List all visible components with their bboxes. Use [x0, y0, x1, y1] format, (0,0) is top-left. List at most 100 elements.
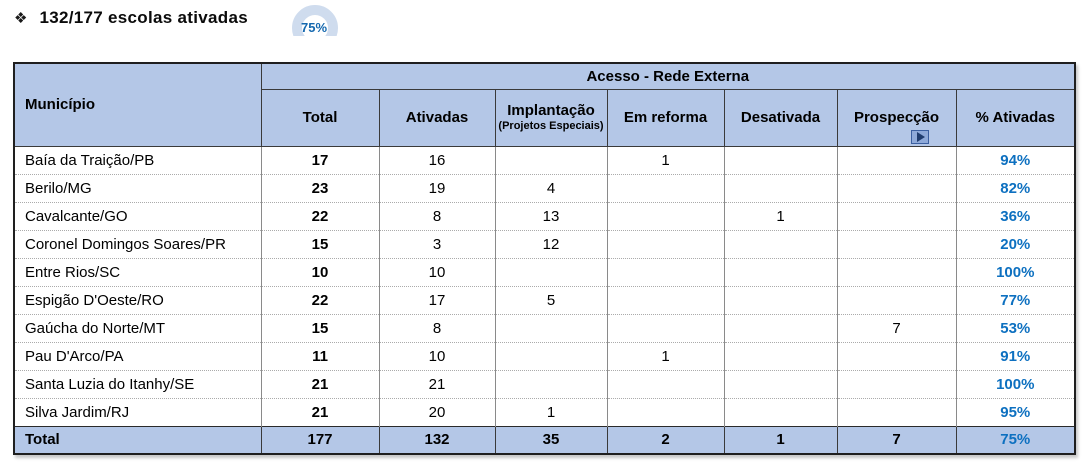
cell-prospeccao — [836, 341, 957, 371]
col-header-total: Total — [260, 88, 380, 147]
cell-ativadas: 132 — [378, 425, 496, 454]
cell-ativadas: 21 — [378, 369, 496, 399]
col-header-implantacao: Implantação (Projetos Especiais) — [494, 88, 608, 147]
table-row: Berilo/MG 23 19 4 82% — [13, 173, 1076, 203]
cell-em-reforma: 2 — [606, 425, 725, 454]
cell-pct-ativadas: 53% — [955, 313, 1076, 343]
cell-pct-ativadas: 20% — [955, 229, 1076, 259]
cell-em-reforma — [606, 313, 725, 343]
cell-pct-ativadas: 100% — [955, 369, 1076, 399]
cell-total: 23 — [260, 173, 380, 203]
cell-em-reforma — [606, 369, 725, 399]
col-header-desativada: Desativada — [723, 88, 838, 147]
table-total-row: Total 177 132 35 2 1 7 75% — [13, 425, 1076, 454]
cell-municipio: Gaúcha do Norte/MT — [13, 313, 262, 343]
cell-prospeccao: 7 — [836, 313, 957, 343]
cell-total: 22 — [260, 201, 380, 231]
cell-desativada — [723, 397, 838, 427]
cell-pct-ativadas: 82% — [955, 173, 1076, 203]
cell-total: 10 — [260, 257, 380, 287]
cell-municipio: Espigão D'Oeste/RO — [13, 285, 262, 315]
cell-implantacao: 35 — [494, 425, 608, 454]
cell-pct-ativadas: 94% — [955, 145, 1076, 175]
cell-em-reforma — [606, 397, 725, 427]
cell-prospeccao: 7 — [836, 425, 957, 454]
col-header-municipio: Município — [13, 62, 262, 147]
cell-ativadas: 20 — [378, 397, 496, 427]
cell-prospeccao — [836, 229, 957, 259]
cell-prospeccao — [836, 173, 957, 203]
cell-ativadas: 19 — [378, 173, 496, 203]
cell-municipio: Entre Rios/SC — [13, 257, 262, 287]
cell-implantacao — [494, 341, 608, 371]
table-row: Silva Jardim/RJ 21 20 1 95% — [13, 397, 1076, 427]
cell-ativadas: 8 — [378, 201, 496, 231]
cell-total: 15 — [260, 229, 380, 259]
cell-em-reforma — [606, 285, 725, 315]
cell-em-reforma — [606, 229, 725, 259]
play-icon[interactable] — [910, 129, 929, 144]
col-header-pct-ativadas: % Ativadas — [955, 88, 1076, 147]
cell-municipio-total: Total — [13, 425, 262, 454]
cell-em-reforma: 1 — [606, 341, 725, 371]
cell-total: 11 — [260, 341, 380, 371]
cell-total: 17 — [260, 145, 380, 175]
cell-implantacao: 13 — [494, 201, 608, 231]
cell-municipio: Cavalcante/GO — [13, 201, 262, 231]
cell-prospeccao — [836, 201, 957, 231]
cell-implantacao: 4 — [494, 173, 608, 203]
col-header-sublabel: (Projetos Especiais) — [498, 120, 604, 133]
cell-total: 15 — [260, 313, 380, 343]
table-row: Cavalcante/GO 22 8 13 1 36% — [13, 201, 1076, 231]
cell-desativada — [723, 145, 838, 175]
cell-em-reforma — [606, 201, 725, 231]
table-row: Santa Luzia do Itanhy/SE 21 21 100% — [13, 369, 1076, 399]
cell-em-reforma — [606, 257, 725, 287]
cell-ativadas: 10 — [378, 341, 496, 371]
cell-ativadas: 17 — [378, 285, 496, 315]
cell-prospeccao — [836, 397, 957, 427]
col-header-label: Prospecção — [853, 109, 940, 126]
cell-prospeccao — [836, 285, 957, 315]
table-row: Gaúcha do Norte/MT 15 8 7 53% — [13, 313, 1076, 343]
cell-em-reforma: 1 — [606, 145, 725, 175]
cell-municipio: Baía da Traição/PB — [13, 145, 262, 175]
gauge-value: 75% — [300, 20, 328, 35]
cell-total: 22 — [260, 285, 380, 315]
cell-pct-ativadas: 95% — [955, 397, 1076, 427]
col-header-prospeccao: Prospecção — [836, 88, 957, 147]
cell-ativadas: 10 — [378, 257, 496, 287]
table-row: Baía da Traição/PB 17 16 1 94% — [13, 145, 1076, 175]
cell-desativada — [723, 229, 838, 259]
cell-municipio: Santa Luzia do Itanhy/SE — [13, 369, 262, 399]
cell-municipio: Silva Jardim/RJ — [13, 397, 262, 427]
cell-prospeccao — [836, 257, 957, 287]
activation-gauge: 75% — [288, 2, 344, 36]
col-header-em-reforma: Em reforma — [606, 88, 725, 147]
page-header: ❖ 132/177 escolas ativadas — [14, 8, 248, 28]
cell-implantacao: 1 — [494, 397, 608, 427]
cell-em-reforma — [606, 173, 725, 203]
group-header-acesso-rede-externa: Acesso - Rede Externa — [260, 62, 1076, 90]
cell-pct-ativadas: 75% — [955, 425, 1076, 454]
schools-table: Município Acesso - Rede Externa Total At… — [13, 62, 1077, 455]
cell-desativada — [723, 341, 838, 371]
cell-desativada: 1 — [723, 425, 838, 454]
cell-municipio: Coronel Domingos Soares/PR — [13, 229, 262, 259]
cell-desativada — [723, 173, 838, 203]
cell-total: 177 — [260, 425, 380, 454]
table-row: Pau D'Arco/PA 11 10 1 91% — [13, 341, 1076, 371]
cell-implantacao: 12 — [494, 229, 608, 259]
cell-implantacao — [494, 369, 608, 399]
table-row: Coronel Domingos Soares/PR 15 3 12 20% — [13, 229, 1076, 259]
page-title: 132/177 escolas ativadas — [39, 8, 248, 27]
table-row: Entre Rios/SC 10 10 100% — [13, 257, 1076, 287]
cell-prospeccao — [836, 369, 957, 399]
cell-municipio: Pau D'Arco/PA — [13, 341, 262, 371]
cell-desativada — [723, 257, 838, 287]
diamond-bullet-icon: ❖ — [14, 10, 28, 27]
col-header-label: Implantação — [507, 102, 595, 120]
cell-pct-ativadas: 91% — [955, 341, 1076, 371]
cell-total: 21 — [260, 369, 380, 399]
cell-pct-ativadas: 36% — [955, 201, 1076, 231]
